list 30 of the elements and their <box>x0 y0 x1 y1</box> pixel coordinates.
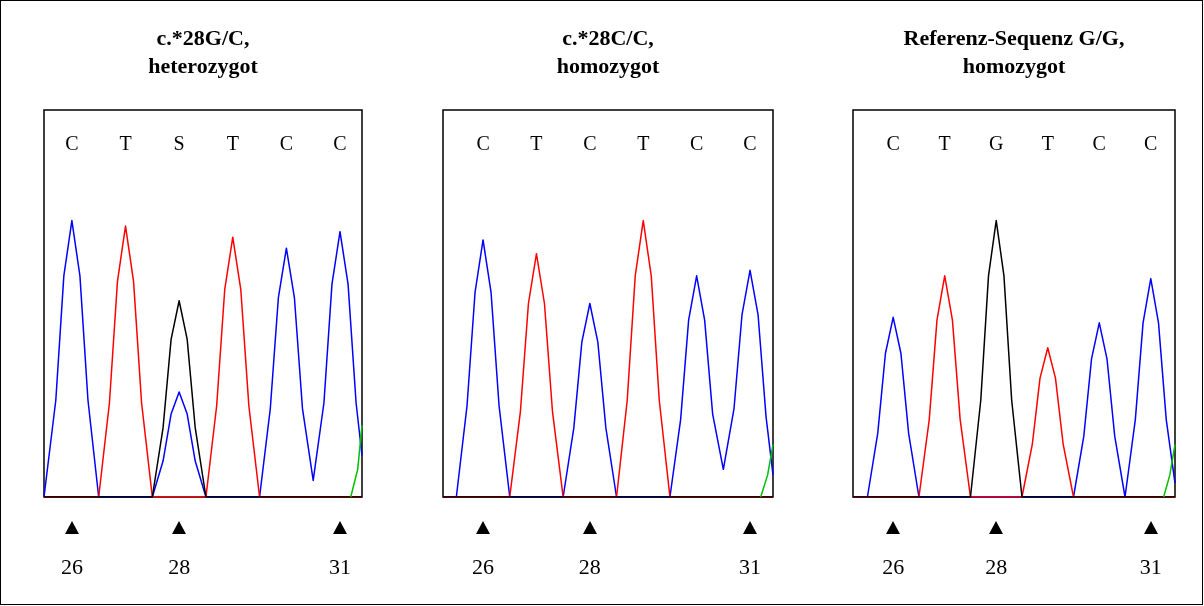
text: C <box>743 132 757 154</box>
text: T <box>637 132 650 154</box>
text: T <box>530 132 543 154</box>
x-tick-label: 26 <box>472 553 495 579</box>
text: C <box>279 132 294 154</box>
x-tick-label: 26 <box>60 553 83 579</box>
text: C <box>333 132 347 154</box>
x-tick-label: 26 <box>882 553 905 579</box>
x-tick-label: 28 <box>168 553 191 579</box>
chart-title: c.*28C/C, homozygot <box>556 24 660 78</box>
text: T <box>119 132 132 154</box>
chart-title: Referenz-Sequenz G/G, homozygot <box>903 24 1125 78</box>
text: C <box>1144 132 1158 154</box>
x-tick-label: 31 <box>329 553 352 579</box>
text: C <box>689 132 704 154</box>
text: S <box>173 132 185 154</box>
x-tick-label: 31 <box>739 553 762 579</box>
x-tick-label: 28 <box>985 553 1008 579</box>
text: C <box>1092 132 1106 154</box>
text: T <box>1041 132 1054 154</box>
chart-title: c.*28G/C, heterozygot <box>148 24 259 78</box>
text: C <box>886 132 900 154</box>
text: C <box>476 132 490 154</box>
text: T <box>226 132 239 154</box>
text: T <box>938 132 951 154</box>
text: C <box>65 132 79 154</box>
x-tick-label: 31 <box>1139 553 1162 579</box>
text: G <box>989 132 1004 154</box>
text: C <box>583 132 597 154</box>
x-tick-label: 28 <box>578 553 601 579</box>
